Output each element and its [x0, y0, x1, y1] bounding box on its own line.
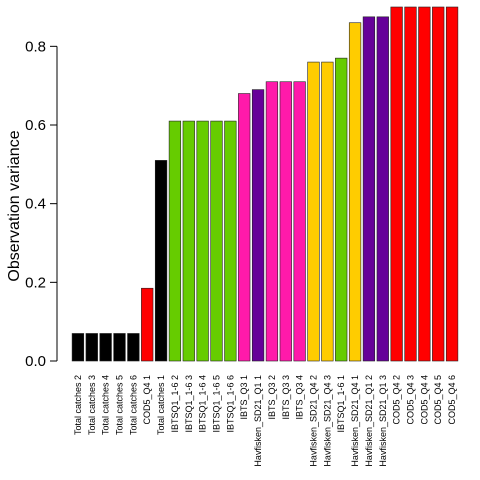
x-tick-labels: Total catches 2 Total catches 3 Total catc… — [73, 375, 457, 467]
bars — [71, 6, 459, 362]
bar — [432, 6, 445, 362]
x-tick-label: IBTS_Q3 2 — [267, 375, 277, 420]
x-tick-label: Total catches 2 — [73, 375, 83, 435]
x-tick-label: Havfisken_SD21_Q1 3 — [378, 375, 388, 467]
x-tick-label: Total catches 3 — [87, 375, 97, 435]
x-tick-label: IBTSQ1_1-6 3 — [184, 375, 194, 433]
x-tick-label: COD5_Q4 5 — [433, 375, 443, 425]
x-tick-label: IBTSQ1_1-6 5 — [212, 375, 222, 433]
bar — [418, 6, 431, 362]
x-tick-label: Total catches 6 — [128, 375, 138, 435]
bar — [127, 333, 140, 362]
bar — [265, 81, 279, 362]
bar — [335, 57, 348, 362]
bar — [99, 333, 112, 362]
bar — [182, 120, 195, 362]
x-tick-label: IBTSQ1_1-6 6 — [225, 375, 235, 433]
y-axis: 0.0 0.2 0.4 0.6 0.8 — [25, 38, 58, 370]
bar — [154, 160, 168, 362]
bar — [348, 22, 362, 362]
bar — [224, 120, 237, 362]
x-tick-label: Total catches 4 — [101, 375, 111, 435]
y-tick-label: 0.0 — [25, 353, 46, 370]
x-tick-label: Total catches 5 — [115, 375, 125, 435]
x-tick-label: IBTSQ1_1-6 2 — [170, 375, 180, 433]
y-axis-title: Observation variance — [6, 130, 23, 281]
y-tick-label: 0.2 — [25, 274, 46, 291]
bar — [404, 6, 417, 362]
bar — [210, 120, 223, 362]
bar — [251, 89, 265, 362]
x-tick-label: Havfisken_SD21_Q4 3 — [322, 375, 332, 467]
x-tick-label: Total catches 1 — [156, 375, 166, 435]
y-tick-label: 0.8 — [25, 38, 46, 55]
y-tick-label: 0.4 — [25, 196, 46, 213]
bar — [168, 120, 182, 362]
x-tick-label: COD5_Q4 4 — [419, 375, 429, 425]
bar — [141, 287, 154, 362]
bar — [362, 16, 376, 362]
x-tick-label: Havfisken_SD21_Q1 1 — [253, 375, 263, 467]
x-tick-label: Havfisken_SD21_Q1 2 — [364, 375, 374, 467]
x-tick-label: IBTSQ1_1-6 1 — [336, 375, 346, 433]
x-tick-label: COD5_Q4 1 — [142, 375, 152, 425]
bar — [390, 6, 403, 362]
x-tick-label: Havfisken_SD21_Q4 2 — [309, 375, 319, 467]
x-tick-label: IBTSQ1_1-6 4 — [198, 375, 208, 433]
x-tick-label: Havfisken_SD21_Q4 1 — [350, 375, 360, 467]
y-tick-label: 0.6 — [25, 117, 46, 134]
bar — [279, 81, 292, 362]
bar — [376, 16, 389, 362]
bar — [113, 333, 126, 362]
bar — [71, 333, 85, 362]
bar — [196, 120, 209, 362]
bar — [238, 93, 251, 362]
bar — [293, 81, 306, 362]
bar — [307, 61, 320, 362]
x-tick-label: IBTS_Q3 3 — [281, 375, 291, 420]
bar — [321, 61, 334, 362]
x-tick-label: IBTS_Q3 4 — [295, 375, 305, 420]
x-tick-label: IBTS_Q3 1 — [239, 375, 249, 420]
x-tick-label: COD5_Q4 6 — [447, 375, 457, 425]
bar — [85, 333, 98, 362]
bar — [445, 6, 459, 362]
x-tick-label: COD5_Q4 2 — [392, 375, 402, 425]
x-tick-label: COD5_Q4 3 — [406, 375, 416, 425]
